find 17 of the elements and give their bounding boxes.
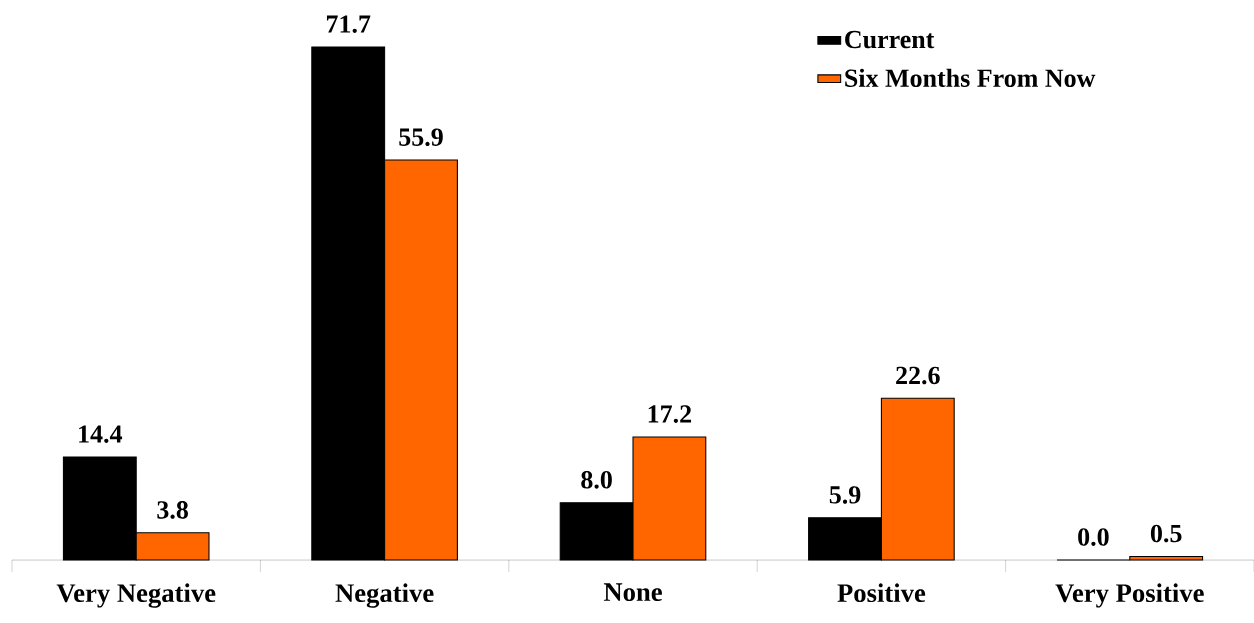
x-tick-label: Positive — [837, 583, 926, 603]
data-label: 55.9 — [399, 128, 443, 146]
data-label: 71.7 — [326, 15, 371, 33]
data-label: 22.6 — [896, 366, 940, 385]
data-label: 14.4 — [79, 425, 123, 443]
data-label: 17.2 — [648, 405, 692, 423]
data-label: 8.0 — [581, 471, 612, 489]
x-tick-label: Negative — [335, 583, 434, 608]
data-label: 5.9 — [829, 486, 861, 504]
x-tick-label: Very Positive — [1055, 583, 1204, 608]
data-label: 3.8 — [157, 501, 188, 519]
legend-label: Six Months From Now — [845, 68, 1096, 87]
x-tick-label: None — [603, 583, 662, 602]
data-label: 0.5 — [1150, 524, 1182, 543]
data-label: 0.0 — [1078, 528, 1109, 546]
legend-label: Current — [845, 30, 935, 49]
x-tick-label: Very Negative — [56, 583, 216, 608]
